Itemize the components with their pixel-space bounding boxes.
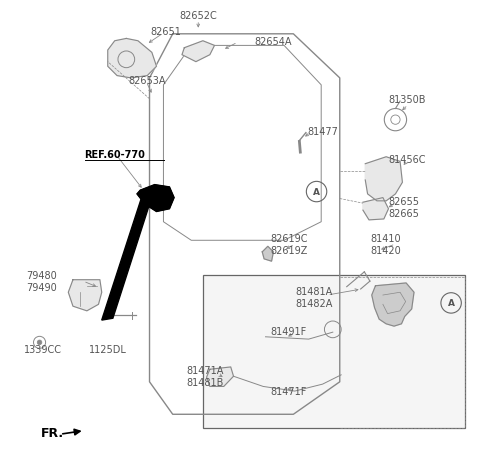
Text: 82653A: 82653A bbox=[129, 76, 166, 86]
Polygon shape bbox=[102, 189, 155, 320]
Polygon shape bbox=[182, 42, 215, 63]
Text: 81456C: 81456C bbox=[388, 155, 426, 165]
Text: 82619Z: 82619Z bbox=[270, 245, 308, 255]
Bar bbox=[203, 275, 465, 428]
Text: A: A bbox=[448, 299, 455, 308]
Text: 79480: 79480 bbox=[26, 270, 57, 281]
Text: 81481A: 81481A bbox=[296, 287, 333, 297]
Text: 82655: 82655 bbox=[388, 196, 420, 206]
Polygon shape bbox=[372, 283, 414, 326]
Polygon shape bbox=[363, 198, 388, 220]
Text: A: A bbox=[313, 188, 320, 197]
Text: 81481B: 81481B bbox=[187, 377, 224, 387]
Text: 81471F: 81471F bbox=[270, 386, 307, 396]
Polygon shape bbox=[262, 247, 274, 262]
Text: 81471A: 81471A bbox=[187, 365, 224, 375]
Text: REF.60-770: REF.60-770 bbox=[84, 150, 145, 160]
Text: 81420: 81420 bbox=[370, 245, 401, 255]
Text: 81477: 81477 bbox=[307, 127, 338, 137]
Text: 81482A: 81482A bbox=[296, 298, 333, 308]
Polygon shape bbox=[137, 185, 174, 212]
Polygon shape bbox=[68, 280, 102, 311]
Polygon shape bbox=[108, 39, 156, 79]
Circle shape bbox=[37, 340, 42, 345]
Text: 82665: 82665 bbox=[388, 209, 420, 219]
Text: 79490: 79490 bbox=[26, 282, 57, 292]
Text: 82654A: 82654A bbox=[254, 37, 291, 47]
Text: 1125DL: 1125DL bbox=[89, 344, 127, 355]
Text: 81410: 81410 bbox=[370, 233, 400, 244]
Text: 81350B: 81350B bbox=[388, 94, 426, 105]
Text: 82651: 82651 bbox=[150, 27, 181, 38]
Text: 82619C: 82619C bbox=[270, 233, 308, 244]
Polygon shape bbox=[206, 367, 233, 387]
Text: 81491F: 81491F bbox=[270, 326, 306, 336]
Text: 1339CC: 1339CC bbox=[24, 344, 62, 355]
Text: FR.: FR. bbox=[40, 426, 64, 439]
Polygon shape bbox=[365, 157, 402, 201]
Text: 82652C: 82652C bbox=[180, 11, 217, 21]
